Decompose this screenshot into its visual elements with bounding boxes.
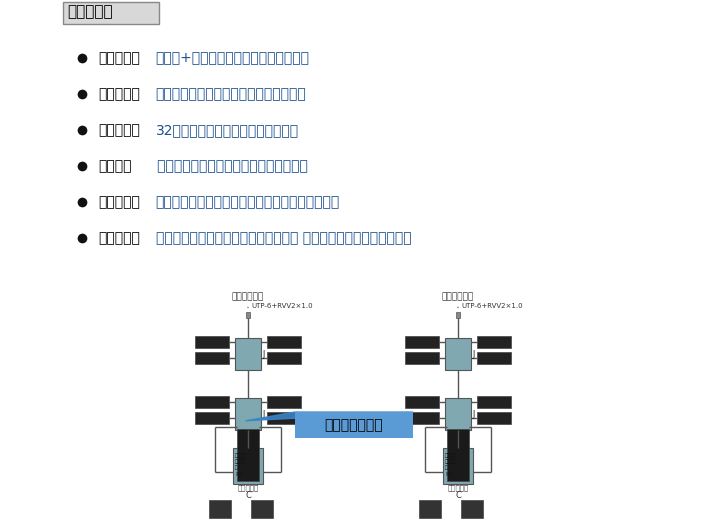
FancyBboxPatch shape: [233, 448, 263, 484]
FancyBboxPatch shape: [267, 353, 301, 365]
FancyBboxPatch shape: [267, 396, 301, 408]
FancyBboxPatch shape: [445, 399, 471, 430]
FancyBboxPatch shape: [456, 312, 460, 319]
FancyBboxPatch shape: [447, 429, 469, 481]
FancyBboxPatch shape: [267, 336, 301, 348]
Text: R1: R1: [445, 472, 453, 477]
Text: J: J: [262, 350, 264, 359]
FancyBboxPatch shape: [246, 312, 250, 319]
FancyBboxPatch shape: [237, 429, 259, 481]
Text: J: J: [472, 350, 474, 359]
FancyBboxPatch shape: [235, 338, 261, 370]
FancyBboxPatch shape: [251, 500, 273, 518]
Text: 数字架构：: 数字架构：: [98, 51, 140, 65]
FancyBboxPatch shape: [443, 448, 473, 484]
FancyBboxPatch shape: [195, 353, 229, 365]
Text: J: J: [262, 410, 264, 419]
FancyBboxPatch shape: [477, 413, 511, 425]
Text: 楼下一分配器: 楼下一分配器: [232, 292, 264, 301]
Polygon shape: [246, 412, 413, 421]
Text: 楼下一分: 楼下一分: [445, 453, 457, 459]
Text: C: C: [455, 491, 461, 500]
Text: 光器调用: 光器调用: [445, 459, 457, 464]
FancyBboxPatch shape: [405, 336, 439, 348]
Text: 楼下一分配器: 楼下一分配器: [442, 292, 474, 301]
FancyBboxPatch shape: [209, 500, 231, 518]
Text: 楼下一分: 楼下一分: [235, 453, 246, 459]
FancyBboxPatch shape: [461, 500, 483, 518]
Text: 采用成熟的网络技术，系统更稳定，结构更简单；: 采用成熟的网络技术，系统更稳定，结构更简单；: [155, 195, 340, 209]
Text: 器  ...: 器 ...: [445, 465, 455, 470]
Text: 技术成熟：: 技术成熟：: [98, 195, 140, 209]
FancyBboxPatch shape: [195, 396, 229, 408]
Text: 信道充足：: 信道充足：: [98, 123, 140, 137]
Text: UTP-6+RVV2×1.0: UTP-6+RVV2×1.0: [461, 303, 522, 310]
Text: 光纤传输：: 光纤传输：: [98, 87, 140, 101]
Text: 主要优势：: 主要优势：: [67, 5, 113, 19]
Text: 规模大：: 规模大：: [98, 159, 131, 173]
Text: UTP-6+RVV2×1.0: UTP-6+RVV2×1.0: [251, 303, 313, 310]
FancyBboxPatch shape: [267, 413, 301, 425]
Text: 器  ...: 器 ...: [235, 465, 246, 470]
Text: 五类线+光纤，施工方便，材料成本低；: 五类线+光纤，施工方便，材料成本低；: [155, 51, 309, 65]
Text: 光器调用: 光器调用: [235, 459, 246, 464]
FancyBboxPatch shape: [477, 396, 511, 408]
Text: 单元门口机: 单元门口机: [448, 484, 469, 491]
FancyBboxPatch shape: [63, 2, 159, 24]
Text: 协议开放：: 协议开放：: [98, 231, 140, 245]
FancyBboxPatch shape: [405, 413, 439, 425]
FancyBboxPatch shape: [405, 396, 439, 408]
FancyBboxPatch shape: [419, 500, 441, 518]
FancyBboxPatch shape: [477, 353, 511, 365]
Text: C: C: [245, 491, 251, 500]
FancyBboxPatch shape: [477, 336, 511, 348]
FancyBboxPatch shape: [195, 336, 229, 348]
FancyBboxPatch shape: [235, 399, 261, 430]
Text: 32路以上信道，有效避免占线问题；: 32路以上信道，有效避免占线问题；: [155, 123, 299, 137]
FancyBboxPatch shape: [295, 412, 413, 438]
Text: 未来扩展升级十分容易，即使更换整个 系统，也无需重新敷设管线。: 未来扩展升级十分容易，即使更换整个 系统，也无需重新敷设管线。: [155, 231, 411, 245]
Text: J: J: [472, 410, 474, 419]
Text: R1: R1: [235, 472, 243, 477]
Text: 采用网络技术，理论上规模可无限扩大；: 采用网络技术，理论上规模可无限扩大；: [144, 159, 308, 173]
FancyBboxPatch shape: [445, 338, 471, 370]
Text: 传输容量大，抗干扰、抗雷击、寿命长；: 传输容量大，抗干扰、抗雷击、寿命长；: [155, 87, 306, 101]
FancyBboxPatch shape: [405, 353, 439, 365]
Text: 单元门口机: 单元门口机: [237, 484, 258, 491]
Text: 单元内数字总线: 单元内数字总线: [325, 418, 383, 432]
FancyBboxPatch shape: [195, 413, 229, 425]
